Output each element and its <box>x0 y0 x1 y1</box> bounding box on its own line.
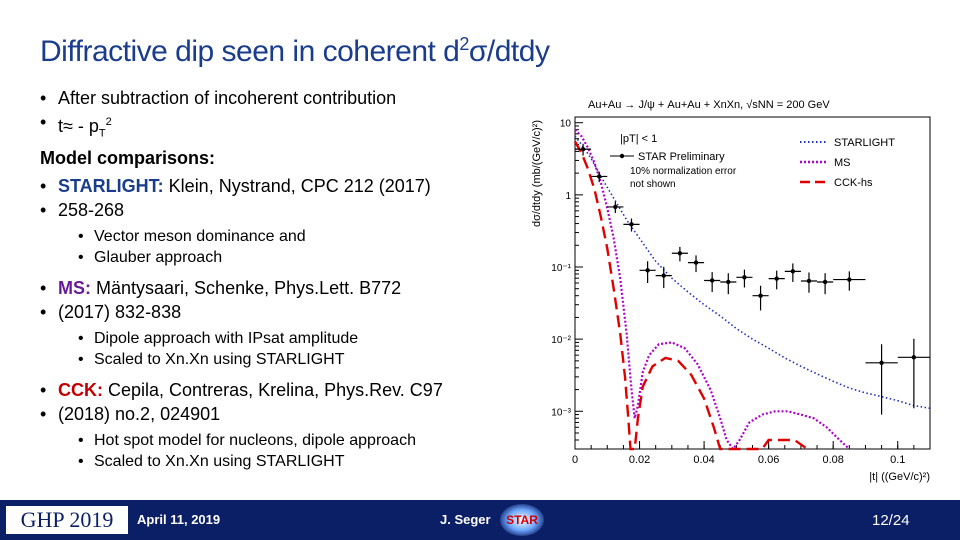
chart-legend: STARLIGHT MS CCK-hs STAR Preliminary |pT… <box>610 133 895 190</box>
data-marker <box>709 278 715 283</box>
y-tick-label: 10⁻¹ <box>551 263 571 274</box>
data-marker <box>742 275 747 280</box>
data-point <box>768 270 785 290</box>
footer-bar: GHP 2019 April 11, 2019 J. Seger STAR 12… <box>0 500 960 540</box>
legend-starlight-label: STARLIGHT <box>834 137 895 149</box>
data-marker <box>613 204 618 210</box>
cck-sub-1: Hot spot model for nucleons, dipole appr… <box>40 430 520 451</box>
x-tick-label: 0.02 <box>629 454 650 466</box>
y-tick-label: 10⁻³ <box>551 407 571 418</box>
data-marker <box>806 278 812 284</box>
conference-logo: GHP 2019 <box>6 506 128 534</box>
data-point <box>865 344 898 415</box>
data-point <box>897 338 930 409</box>
bullet-incoherent: After subtraction of incoherent contribu… <box>40 86 520 110</box>
data-point <box>833 271 866 291</box>
data-marker <box>822 279 828 285</box>
data-point <box>591 171 608 183</box>
y-tick-label: 1 <box>565 191 571 202</box>
x-tick-label: 0 <box>572 454 578 466</box>
cck-ref-cont: (2018) no.2, 024901 <box>40 402 520 426</box>
data-point <box>800 272 818 293</box>
star-logo: STAR <box>500 504 544 536</box>
bullet-cck: CCK: Cepila, Contreras, Krelina, Phys.Re… <box>40 378 520 402</box>
data-point <box>655 266 672 289</box>
curve-ms <box>574 128 851 451</box>
bullet-t-relation: t≈ - pT2 <box>40 110 520 146</box>
legend-data-label: STAR Preliminary <box>638 151 725 163</box>
data-point <box>720 273 737 295</box>
ms-ref-cont: (2017) 832-838 <box>40 300 520 324</box>
y-axis-label: dσ/dtdy (mb/(GeV/c)²) <box>531 120 543 227</box>
bullet-starlight: STARLIGHT: Klein, Nystrand, CPC 212 (201… <box>40 174 520 198</box>
legend-cck-label: CCK-hs <box>834 177 873 189</box>
data-point <box>575 143 592 156</box>
legend-data-marker <box>619 153 625 159</box>
data-marker <box>879 360 884 365</box>
data-point <box>639 261 656 283</box>
curve-starlight <box>574 135 931 410</box>
data-point <box>784 263 801 282</box>
ms-sub-1: Dipole approach with IPsat amplitude <box>40 328 520 349</box>
x-tick-label: 0.08 <box>822 454 843 466</box>
ms-sub-2: Scaled to Xn.Xn using STARLIGHT <box>40 349 520 370</box>
x-tick-label: 0.1 <box>890 454 905 466</box>
x-tick-label: 0.04 <box>693 454 714 466</box>
page-title: Diffractive dip seen in coherent d2σ/dtd… <box>40 34 550 68</box>
data-marker <box>693 260 699 265</box>
x-tick-label: 0.06 <box>758 454 779 466</box>
y-tick-label: 10⁻² <box>551 335 571 346</box>
x-axis-label: |t| ((GeV/c)²) <box>869 471 930 483</box>
data-point <box>752 285 769 311</box>
data-marker <box>758 293 763 298</box>
data-point <box>704 272 721 293</box>
data-marker <box>726 279 731 285</box>
data-marker <box>790 269 796 274</box>
data-marker <box>645 268 650 273</box>
dsigma-dtdy-chart: Au+Au → J/ψ + Au+Au + XnXn, √sNN = 200 G… <box>510 92 940 492</box>
legend-ms-label: MS <box>834 157 851 169</box>
y-tick-label: 10 <box>560 119 572 130</box>
data-marker <box>661 273 666 278</box>
data-point <box>607 201 624 214</box>
data-marker <box>774 276 779 281</box>
data-marker <box>580 146 586 152</box>
page-number: 12/24 <box>872 512 910 529</box>
data-point <box>687 255 705 273</box>
model-comparisons-header: Model comparisons: <box>40 147 216 168</box>
data-marker <box>597 174 602 179</box>
starlight-ref-cont: 258-268 <box>40 198 520 222</box>
norm-note-1: 10% normalization error <box>630 166 737 177</box>
data-marker <box>847 277 852 282</box>
pt-cut-label: |pT| < 1 <box>620 133 657 145</box>
bullet-list: After subtraction of incoherent contribu… <box>40 86 520 472</box>
starlight-sub-1: Vector meson dominance and <box>40 226 520 247</box>
chart-title: Au+Au → J/ψ + Au+Au + XnXn, √sNN = 200 G… <box>588 99 830 111</box>
bullet-ms: MS: Mäntysaari, Schenke, Phys.Lett. B772 <box>40 276 520 300</box>
data-point <box>736 269 753 288</box>
cck-sub-2: Scaled to Xn.Xn using STARLIGHT <box>40 451 520 472</box>
footer-author: J. Seger <box>440 512 491 527</box>
footer-date: April 11, 2019 <box>137 512 221 527</box>
data-marker <box>629 222 634 227</box>
starlight-sub-2: Glauber approach <box>40 247 520 268</box>
curve-cck-hs <box>573 140 809 451</box>
data-point <box>671 246 688 262</box>
norm-note-2: not shown <box>630 179 676 190</box>
data-marker <box>677 251 683 256</box>
data-point <box>623 218 640 232</box>
data-marker <box>911 355 917 360</box>
data-point <box>817 273 834 295</box>
